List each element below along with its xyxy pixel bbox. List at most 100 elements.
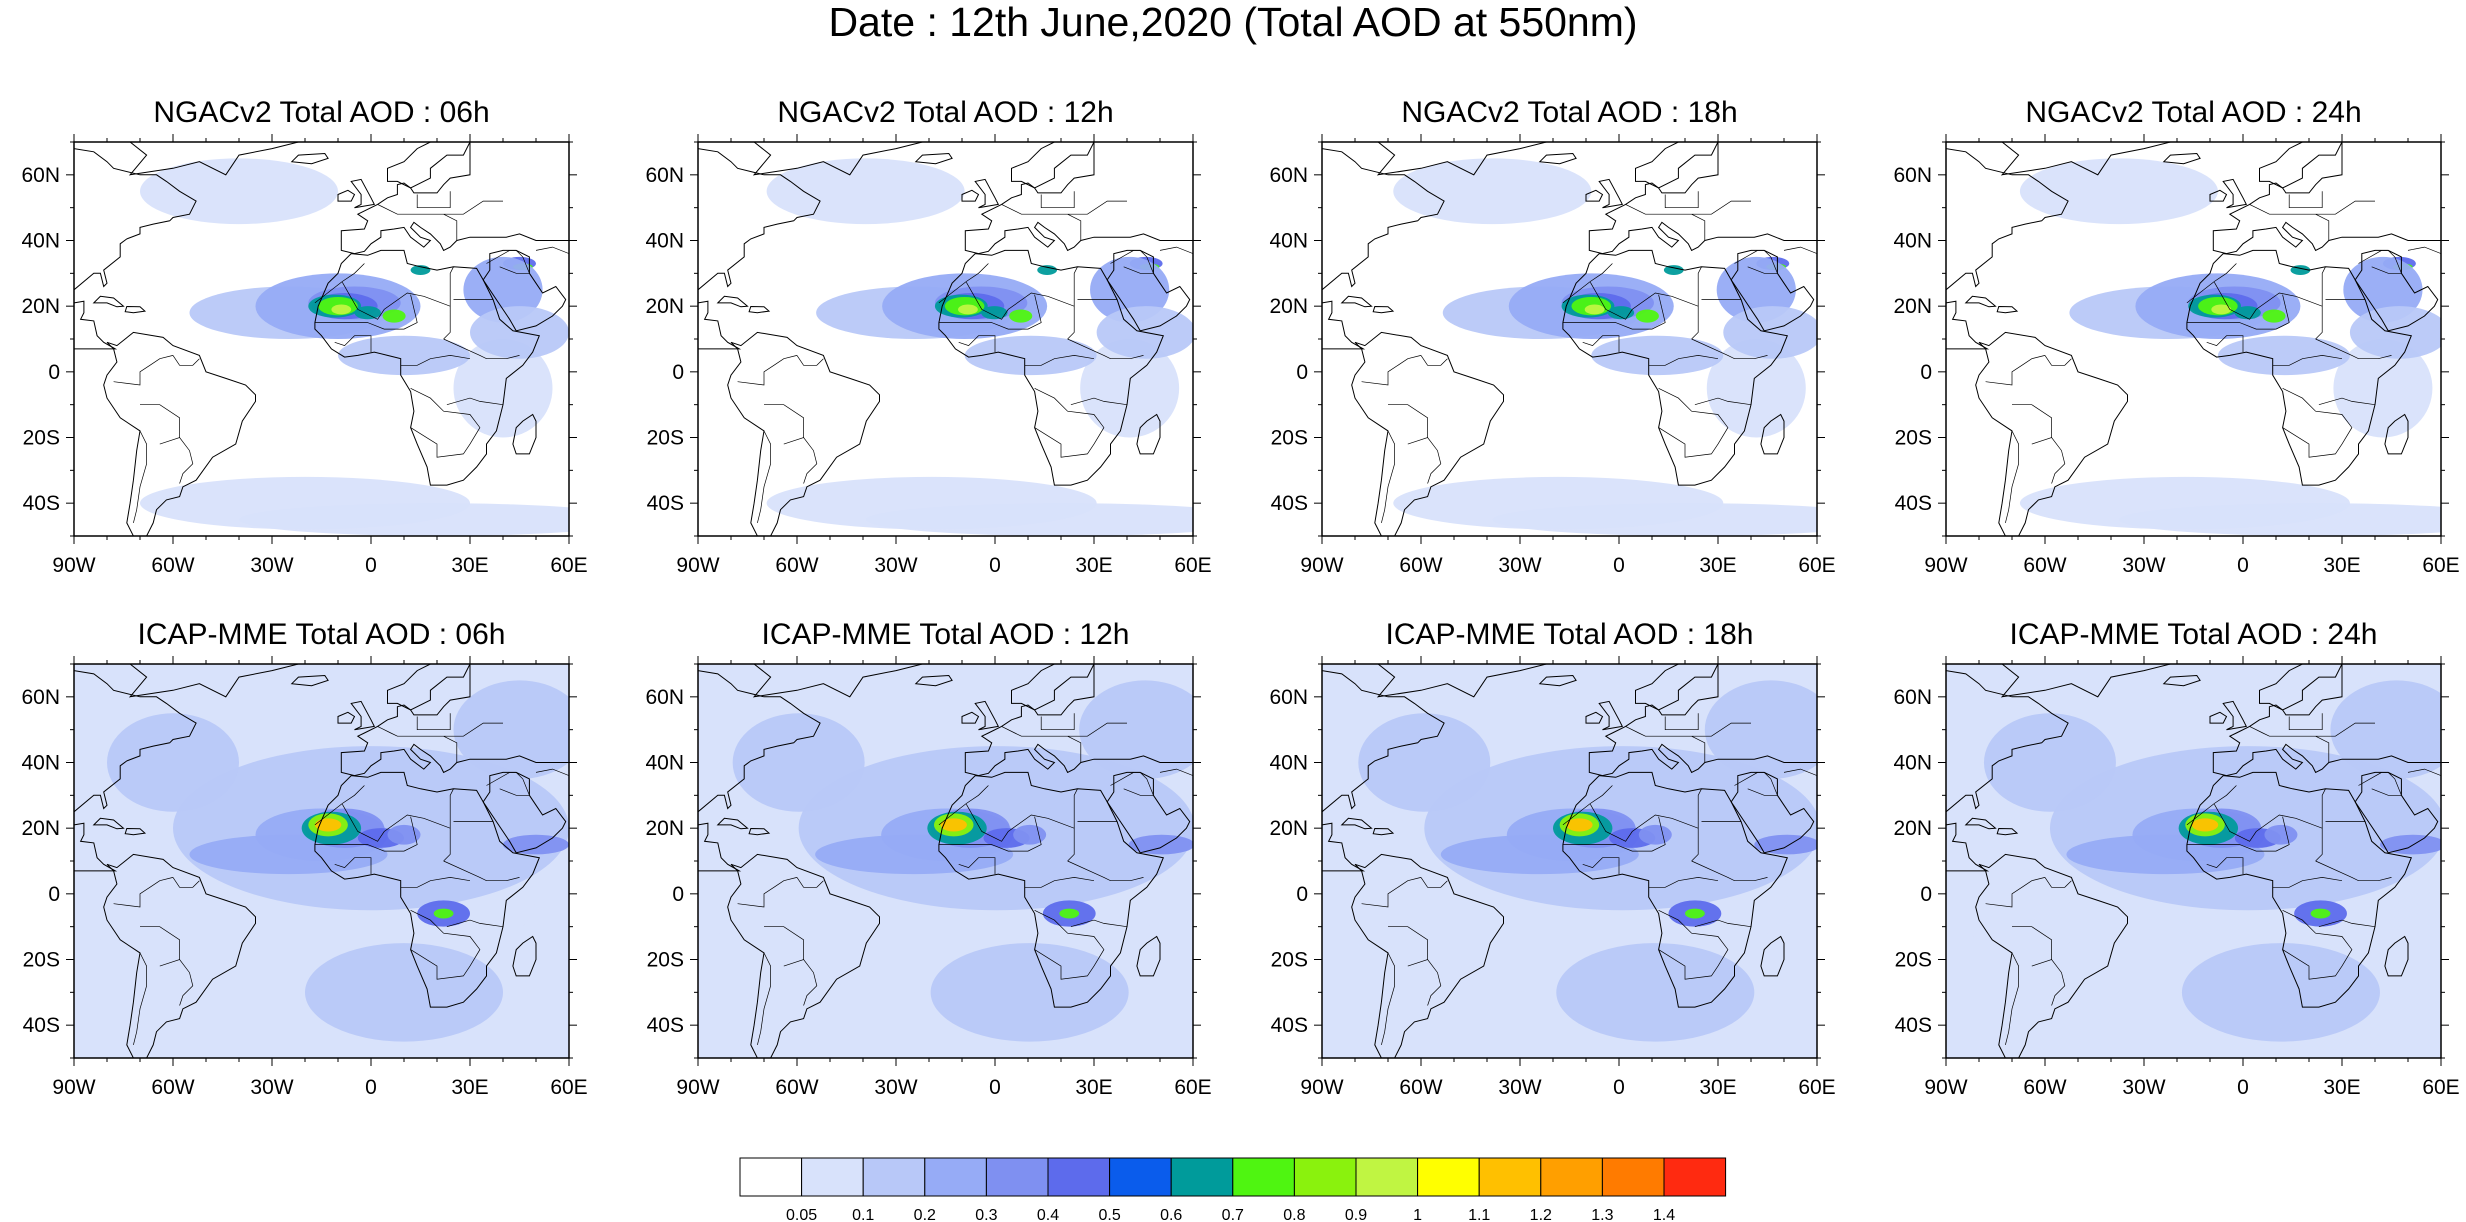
country-border xyxy=(783,959,818,1006)
country-border xyxy=(737,355,798,386)
coastline xyxy=(1136,413,1161,455)
coastline xyxy=(727,331,880,536)
country-border xyxy=(410,387,481,458)
coastline xyxy=(914,152,953,165)
coastline xyxy=(1760,413,1785,455)
aod-field xyxy=(503,834,569,855)
country-border xyxy=(1664,713,1699,731)
coastline xyxy=(1975,853,2128,1058)
country-border xyxy=(757,430,771,523)
country-border xyxy=(314,263,365,304)
country-border xyxy=(1067,200,1127,241)
coastline xyxy=(482,249,567,332)
lon-tick-label: 60E xyxy=(550,1076,587,1099)
coastline xyxy=(716,295,749,308)
country-border xyxy=(965,804,1075,862)
coastline xyxy=(1351,331,1504,536)
lon-tick-label: 60E xyxy=(1174,554,1211,577)
lat-tick-label: 20N xyxy=(645,295,684,318)
coastline xyxy=(1946,300,1990,350)
coastline xyxy=(1322,142,1445,291)
country-border xyxy=(1691,722,1751,763)
country-border xyxy=(1407,437,1442,484)
country-border xyxy=(938,785,989,826)
country-border xyxy=(140,926,180,960)
aod-field xyxy=(1080,339,1180,438)
country-border xyxy=(1694,919,1752,928)
lon-tick-label: 0 xyxy=(1613,554,1625,577)
country-border xyxy=(1763,772,1778,796)
country-border xyxy=(341,804,451,862)
aod-field xyxy=(964,335,1097,376)
colorbar-swatch xyxy=(985,1157,1049,1197)
aod-field xyxy=(1556,943,1755,1042)
country-border xyxy=(764,926,804,960)
coastline xyxy=(1585,711,1604,724)
coastline xyxy=(1340,817,1373,830)
country-border xyxy=(1073,266,1078,307)
coastline xyxy=(1106,771,1191,854)
lon-tick-label: 60E xyxy=(1798,554,1835,577)
coastline xyxy=(727,853,880,1058)
coastline xyxy=(1106,249,1191,332)
aod-field xyxy=(2181,943,2380,1042)
lon-tick-label: 0 xyxy=(989,554,1001,577)
coastline xyxy=(2259,664,2343,711)
aod-field xyxy=(1037,265,1058,275)
country-border xyxy=(2012,404,2052,438)
coastline xyxy=(2162,674,2201,687)
country-border xyxy=(2249,726,2316,737)
country-border xyxy=(1747,788,1778,796)
coastline xyxy=(2000,142,2171,176)
lon-tick-label: 90W xyxy=(1924,1076,1967,1099)
aod-field xyxy=(2343,256,2423,323)
country-border xyxy=(2249,204,2316,215)
lon-tick-label: 30W xyxy=(874,554,917,577)
colorbar-label: 1.2 xyxy=(1530,1207,1552,1222)
coastline xyxy=(1946,664,2069,813)
country-border xyxy=(2213,804,2323,862)
colorbar-label: 0.3 xyxy=(975,1207,997,1222)
lat-tick-label: 40S xyxy=(647,1014,684,1037)
colorbar-swatch xyxy=(924,1157,987,1197)
lon-tick-label: 30E xyxy=(451,554,488,577)
country-border xyxy=(449,788,454,829)
coastline xyxy=(752,664,923,698)
country-border xyxy=(1001,204,1068,215)
lat-tick-label: 0 xyxy=(48,883,60,906)
country-border xyxy=(1388,404,1428,438)
country-border xyxy=(314,294,418,330)
lon-tick-label: 0 xyxy=(2237,554,2249,577)
lat-tick-label: 40S xyxy=(1895,1014,1932,1037)
country-border xyxy=(2031,437,2066,484)
lon-tick-label: 30E xyxy=(1699,554,1736,577)
colorbar-swatch xyxy=(1478,1157,1542,1197)
country-border xyxy=(1159,768,1193,776)
lat-tick-label: 0 xyxy=(1920,361,1932,384)
country-border xyxy=(1040,713,1075,731)
country-border xyxy=(446,397,504,406)
country-border xyxy=(796,877,824,888)
lon-tick-label: 30E xyxy=(2323,1076,2360,1099)
country-border xyxy=(2206,857,2244,875)
country-border xyxy=(1625,726,1692,737)
lon-tick-label: 90W xyxy=(52,554,95,577)
lat-tick-label: 40N xyxy=(1893,230,1932,253)
country-border xyxy=(2318,397,2376,406)
country-border xyxy=(1381,430,1395,523)
aod-field xyxy=(2262,309,2286,323)
colorbar-label: 1.3 xyxy=(1591,1207,1613,1222)
country-border xyxy=(2005,430,2019,523)
country-border xyxy=(2186,294,2290,330)
lat-tick-label: 20N xyxy=(1269,295,1308,318)
country-border xyxy=(2407,768,2441,776)
aod-field xyxy=(1983,713,2116,812)
aod-field xyxy=(1638,824,1672,845)
country-border xyxy=(1070,397,1128,406)
country-border xyxy=(2371,788,2402,796)
coastline xyxy=(698,664,821,813)
country-border xyxy=(1648,355,1719,366)
country-border xyxy=(737,877,798,908)
country-border xyxy=(1562,263,1613,304)
coastline xyxy=(716,817,749,830)
